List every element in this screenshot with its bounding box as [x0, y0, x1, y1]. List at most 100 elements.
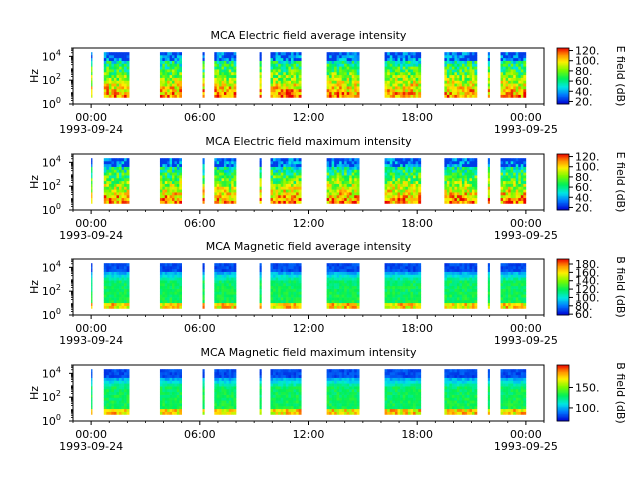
spectrogram-cell	[346, 74, 350, 78]
spectrogram-cell	[520, 63, 524, 67]
spectrogram-cell	[216, 74, 220, 78]
spectrogram-cell	[413, 299, 416, 304]
spectrogram-cell	[469, 91, 473, 95]
spectrogram-cell	[518, 177, 522, 182]
spectrogram-cell	[221, 186, 225, 190]
spectrogram-cell	[356, 305, 360, 309]
spectrogram-cell	[456, 163, 460, 167]
spectrogram-cell	[394, 194, 398, 199]
spectrogram-cell	[505, 305, 509, 309]
spectrogram-cell	[111, 177, 115, 182]
spectrogram-cell	[513, 302, 517, 306]
spectrogram-cell	[410, 55, 414, 59]
spectrogram-cell	[228, 94, 232, 98]
spectrogram-cell	[397, 88, 401, 93]
spectrogram-cell	[106, 394, 110, 398]
spectrogram-cell	[111, 74, 115, 78]
spectrogram-cell	[233, 80, 237, 84]
spectrogram-cell	[466, 294, 470, 298]
spectrogram-cell	[202, 86, 205, 90]
spectrogram-cell	[400, 297, 403, 301]
spectrogram-cell	[334, 186, 337, 190]
spectrogram-cell	[162, 288, 166, 292]
spectrogram-cell	[121, 297, 125, 301]
spectrogram-cell	[523, 158, 527, 162]
spectrogram-cell	[275, 186, 279, 190]
spectrogram-cell	[444, 74, 448, 78]
spectrogram-cell	[503, 277, 506, 281]
spectrogram-cell	[91, 394, 93, 398]
spectrogram-cell	[111, 388, 115, 393]
spectrogram-cell	[410, 299, 414, 304]
spectrogram-cell	[91, 52, 93, 56]
spectrogram-cell	[518, 291, 522, 295]
colorbar-swatch	[557, 190, 569, 193]
spectrogram-cell	[407, 285, 411, 289]
spectrogram-cell	[116, 277, 120, 281]
spectrogram-cell	[164, 197, 168, 201]
spectrogram-cell	[159, 166, 163, 170]
spectrogram-cell	[523, 186, 527, 190]
spectrogram-cell	[214, 305, 218, 309]
spectrogram-cell	[228, 288, 232, 292]
spectrogram-cell	[226, 69, 230, 73]
spectrogram-cell	[341, 57, 345, 61]
spectrogram-cell	[202, 302, 205, 306]
spectrogram-cell	[407, 69, 411, 73]
spectrogram-cell	[341, 52, 345, 56]
spectrogram-cell	[176, 305, 180, 309]
spectrogram-cell	[172, 66, 175, 70]
spectrogram-cell	[446, 63, 450, 67]
colorbar-swatch	[557, 165, 569, 167]
spectrogram-cell	[119, 305, 122, 309]
spectrogram-cell	[124, 77, 127, 81]
spectrogram-cell	[124, 60, 127, 64]
spectrogram-cell	[216, 291, 220, 295]
spectrogram-cell	[283, 166, 287, 170]
spectrogram-cell	[329, 186, 332, 190]
spectrogram-cell	[221, 302, 225, 306]
spectrogram-cell	[216, 66, 220, 70]
spectrogram-cell	[415, 200, 419, 204]
spectrogram-cell	[389, 288, 393, 292]
spectrogram-cell	[275, 197, 279, 201]
spectrogram-cell	[329, 280, 332, 284]
spectrogram-cell	[179, 74, 182, 78]
spectrogram-cell	[446, 91, 450, 95]
spectrogram-cell	[91, 411, 93, 415]
spectrogram-cell	[108, 280, 112, 284]
spectrogram-cell	[454, 88, 458, 93]
spectrogram-cell	[226, 172, 230, 176]
spectrogram-cell	[221, 55, 225, 59]
spectrogram-cell	[116, 63, 120, 67]
spectrogram-cell	[228, 69, 232, 73]
spectrogram-cell	[119, 83, 122, 87]
spectrogram-cell	[446, 83, 450, 87]
spectrogram-cell	[410, 180, 414, 184]
spectrogram-cell	[231, 294, 234, 298]
spectrogram-cell	[214, 91, 218, 95]
spectrogram-cell	[387, 166, 391, 170]
spectrogram-cell	[103, 71, 107, 76]
spectrogram-cell	[402, 194, 406, 199]
spectrogram-cell	[278, 266, 282, 270]
spectrogram-cell	[176, 57, 180, 61]
spectrogram-cell	[293, 192, 297, 196]
colorbar-tick-label: 100.	[575, 55, 600, 68]
spectrogram-cell	[339, 285, 342, 289]
spectrogram-cell	[174, 288, 178, 292]
spectrogram-cell	[106, 374, 110, 378]
spectrogram-cell	[296, 161, 299, 165]
spectrogram-cell	[288, 71, 292, 76]
spectrogram-cell	[326, 161, 330, 165]
spectrogram-cell	[500, 74, 504, 78]
spectrogram-cell	[172, 297, 175, 301]
spectrogram-cell	[169, 280, 173, 284]
spectrogram-cell	[346, 71, 350, 76]
spectrogram-cell	[119, 91, 122, 95]
spectrogram-cell	[520, 55, 524, 59]
spectrogram-cell	[454, 60, 458, 64]
spectrogram-cell	[103, 180, 107, 184]
spectrogram-cell	[503, 266, 506, 270]
spectrogram-cell	[341, 175, 345, 179]
